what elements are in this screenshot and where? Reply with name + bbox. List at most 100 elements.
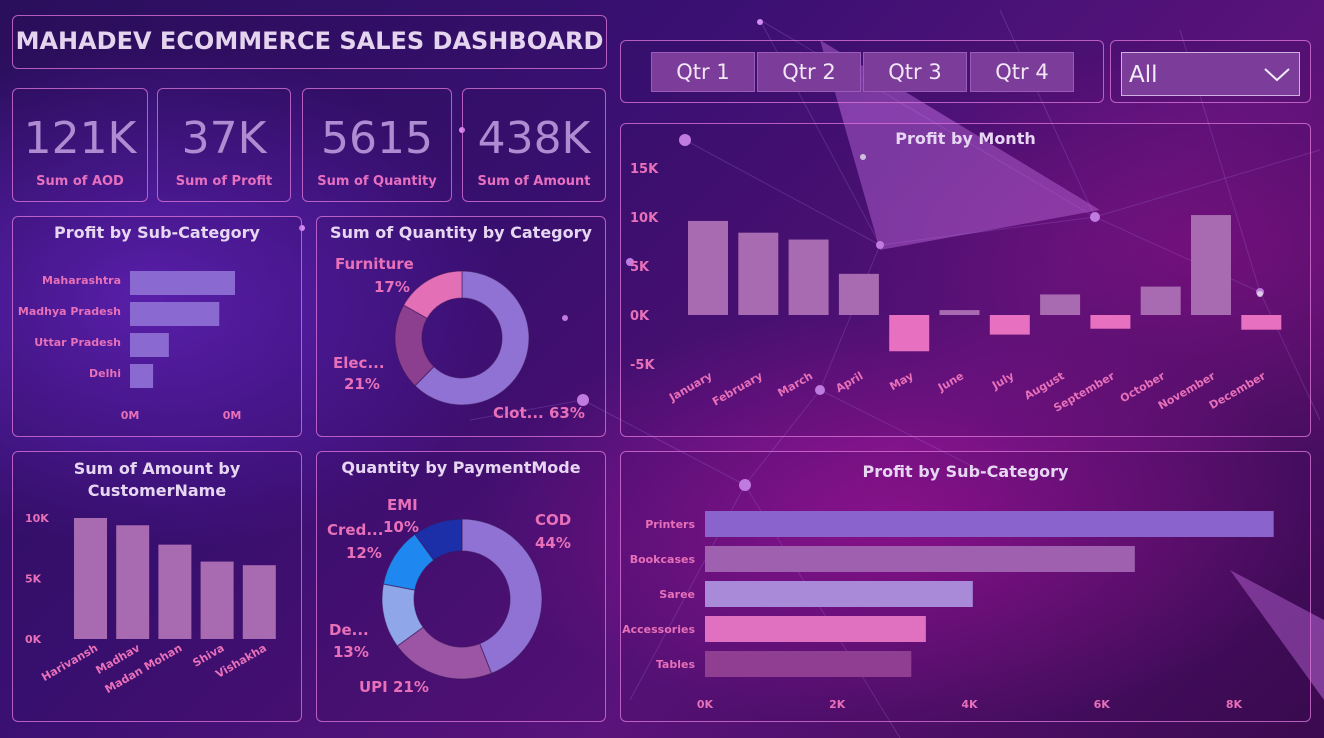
- y-tick-label: 0K: [25, 633, 42, 646]
- bar: [130, 271, 235, 295]
- bar: [130, 302, 220, 326]
- slice-label: Clot... 63%: [493, 404, 585, 422]
- dropdown-panel: All: [1110, 40, 1311, 103]
- amount-by-customer-panel: Sum of Amount by CustomerName 10K 5K 0K Har…: [12, 451, 302, 722]
- bar: [130, 364, 154, 388]
- x-tick-label: 6K: [1094, 698, 1111, 711]
- bar: [688, 220, 728, 315]
- kpi-value: 121K: [23, 113, 137, 164]
- bar: [838, 273, 879, 315]
- dropdown-value: All: [1129, 62, 1158, 88]
- kpi-card-aod: 121K Sum of AOD: [12, 88, 148, 202]
- x-tick-label: April: [833, 369, 865, 395]
- bar-label: Bookcases: [630, 553, 696, 566]
- qtr-2-button[interactable]: Qtr 2: [757, 52, 861, 92]
- x-tick-label: 0M: [223, 409, 242, 422]
- kpi-label: Sum of Profit: [175, 174, 273, 189]
- kpi-label: Sum of Amount: [477, 174, 591, 189]
- chart-title: Quantity by PaymentMode: [341, 458, 581, 477]
- filter-dropdown[interactable]: All: [1121, 52, 1300, 96]
- bar-label: Uttar Pradesh: [34, 336, 121, 349]
- bar: [705, 511, 1274, 537]
- chevron-down-icon: [1264, 68, 1290, 82]
- slice-label: Cred...: [327, 521, 383, 539]
- bar-label: Accessories: [622, 623, 695, 636]
- bar-label: Madhya Pradesh: [18, 305, 121, 318]
- y-tick-label: 5K: [25, 573, 42, 586]
- slice-label: COD: [535, 511, 571, 529]
- bar: [74, 518, 107, 639]
- profit-by-subcategory-states-panel: Profit by Sub-Category Maharashtra Madhya…: [12, 216, 302, 437]
- x-tick-label: 8K: [1226, 698, 1243, 711]
- bar: [705, 581, 973, 607]
- bar: [1191, 215, 1231, 315]
- bar: [1040, 294, 1081, 315]
- product-profit-chart: Printers Bookcases Saree Accessories Tables 0…: [622, 511, 1274, 711]
- bar: [989, 315, 1030, 335]
- bar-label: Saree: [659, 588, 695, 601]
- x-tick-label: February: [710, 369, 765, 408]
- bar-label: Delhi: [89, 367, 121, 380]
- quantity-by-paymentmode-panel: Quantity by PaymentMode COD 44% UPI 21% De.…: [316, 451, 606, 722]
- slice-pct: 44%: [535, 534, 571, 552]
- category-donut-chart: Clot... 63% Elec... 21% Furniture 17%: [333, 255, 585, 422]
- qtr-3-button[interactable]: Qtr 3: [863, 52, 967, 92]
- page-title: MAHADEV ECOMMERCE SALES DASHBOARD: [15, 27, 604, 55]
- slice-label: Elec...: [333, 354, 385, 372]
- x-tick-label: December: [1207, 369, 1268, 412]
- slice-pct: 13%: [333, 643, 369, 661]
- bar: [200, 561, 234, 639]
- chart-title: Sum of Amount by CustomerName: [73, 459, 241, 500]
- bar: [705, 651, 912, 677]
- profit-by-month-panel: Profit by Month 15K 10K 5K 0K -5K January Febr…: [620, 123, 1311, 437]
- chart-title: Sum of Quantity by Category: [330, 223, 592, 242]
- x-tick-label: 0M: [121, 409, 140, 422]
- bar: [1140, 286, 1181, 315]
- qtr-1-button[interactable]: Qtr 1: [651, 52, 755, 92]
- bar: [242, 565, 276, 639]
- profit-by-subcategory-products-panel: Profit by Sub-Category Printers Bookcases…: [620, 451, 1311, 722]
- kpi-value: 5615: [321, 113, 433, 164]
- slice-pct: 10%: [383, 518, 419, 536]
- chart-title: Profit by Month: [895, 129, 1036, 148]
- qtr-4-button[interactable]: Qtr 4: [970, 52, 1074, 92]
- donut-slice: [414, 518, 463, 561]
- x-tick-label: November: [1156, 369, 1218, 412]
- kpi-value: 438K: [477, 113, 591, 164]
- y-tick-label: 5K: [630, 260, 650, 275]
- kpi-label: Sum of Quantity: [317, 174, 437, 189]
- x-tick-label: January: [666, 369, 714, 404]
- bar: [116, 525, 150, 639]
- y-tick-label: 10K: [25, 512, 49, 525]
- paymentmode-donut-chart: COD 44% UPI 21% De... 13% Cred... 12% EMI 10%: [327, 496, 571, 696]
- slice-label: Furniture: [335, 255, 414, 273]
- x-tick-label: Harivansh: [39, 641, 100, 684]
- x-tick-label: Madan Mohan: [103, 641, 185, 696]
- kpi-label: Sum of AOD: [36, 174, 124, 189]
- bar: [130, 333, 169, 357]
- bar: [1090, 315, 1131, 329]
- y-tick-label: 10K: [630, 211, 659, 226]
- y-tick-label: 15K: [630, 162, 659, 177]
- bar: [1241, 315, 1282, 330]
- title-panel: MAHADEV ECOMMERCE SALES DASHBOARD: [12, 15, 607, 69]
- kpi-card-quantity: 5615 Sum of Quantity: [302, 88, 452, 202]
- y-tick-label: 0K: [630, 309, 650, 324]
- x-tick-label: May: [887, 369, 915, 393]
- slice-label: De...: [329, 621, 369, 639]
- bar: [705, 546, 1135, 572]
- slice-label: UPI 21%: [359, 678, 429, 696]
- chart-title: Profit by Sub-Category: [54, 223, 260, 242]
- kpi-card-amount: 438K Sum of Amount: [462, 88, 606, 202]
- bar: [788, 239, 829, 315]
- slice-pct: 21%: [344, 375, 380, 393]
- kpi-value: 37K: [181, 113, 267, 164]
- slice-pct: 17%: [374, 278, 410, 296]
- quantity-by-category-panel: Sum of Quantity by Category Clot... 63% E…: [316, 216, 606, 437]
- donut-slice: [414, 270, 530, 406]
- donut-slice: [402, 270, 463, 320]
- x-tick-label: March: [776, 369, 816, 399]
- bar-label: Maharashtra: [42, 274, 121, 287]
